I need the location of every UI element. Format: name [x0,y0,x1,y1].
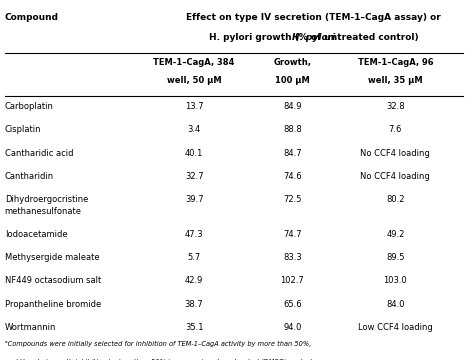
Text: 32.7: 32.7 [185,172,203,181]
Text: 35.1: 35.1 [185,323,203,332]
Text: ᵃCompounds were initially selected for inhibition of TEM-1–CagA activity by more: ᵃCompounds were initially selected for i… [5,341,311,347]
Text: 40.1: 40.1 [185,149,203,158]
Text: 89.5: 89.5 [386,253,405,262]
Text: 83.3: 83.3 [283,253,302,262]
Text: well, 35 μM: well, 35 μM [368,76,423,85]
Text: TEM-1–CagA, 96: TEM-1–CagA, 96 [357,58,433,67]
Text: No CCF4 loading: No CCF4 loading [360,172,430,181]
Text: and H. pylori growth inhibition by less than 50% in comparison to untreated (DMS: and H. pylori growth inhibition by less … [5,359,313,360]
Text: methanesulfonate: methanesulfonate [5,207,82,216]
Text: Cantharidic acid: Cantharidic acid [5,149,73,158]
Text: Dihydroergocristine: Dihydroergocristine [5,195,88,204]
Text: Methysergide maleate: Methysergide maleate [5,253,100,262]
Text: 74.7: 74.7 [283,230,302,239]
Text: 7.6: 7.6 [389,125,402,134]
Text: 32.8: 32.8 [386,102,405,111]
Text: Carboplatin: Carboplatin [5,102,54,111]
Text: Propantheline bromide: Propantheline bromide [5,300,101,309]
Text: 49.2: 49.2 [386,230,404,239]
Text: Low CCF4 loading: Low CCF4 loading [358,323,433,332]
Text: No CCF4 loading: No CCF4 loading [360,149,430,158]
Text: 88.8: 88.8 [283,125,302,134]
Text: Cisplatin: Cisplatin [5,125,41,134]
Text: Effect on type IV secretion (TEM-1–CagA assay) or: Effect on type IV secretion (TEM-1–CagA … [186,13,441,22]
Text: TEM-1–CagA, 384: TEM-1–CagA, 384 [154,58,235,67]
Text: 80.2: 80.2 [386,195,405,204]
Text: Growth,: Growth, [273,58,311,67]
Text: 84.9: 84.9 [283,102,301,111]
Text: 65.6: 65.6 [283,300,302,309]
Text: 39.7: 39.7 [185,195,203,204]
Text: 102.7: 102.7 [281,276,304,285]
Text: 42.9: 42.9 [185,276,203,285]
Text: 13.7: 13.7 [185,102,203,111]
Text: H. pylori: H. pylori [292,33,335,42]
Text: 100 μM: 100 μM [275,76,310,85]
Text: 103.0: 103.0 [383,276,407,285]
Text: well, 50 μM: well, 50 μM [167,76,221,85]
Text: 72.5: 72.5 [283,195,301,204]
Text: 84.0: 84.0 [386,300,405,309]
Text: Compound: Compound [5,13,59,22]
Text: H. pylori growth (% of untreated control): H. pylori growth (% of untreated control… [209,33,418,42]
Text: 38.7: 38.7 [185,300,203,309]
Text: Wortmannin: Wortmannin [5,323,56,332]
Text: 74.6: 74.6 [283,172,302,181]
Text: 5.7: 5.7 [188,253,201,262]
Text: 47.3: 47.3 [185,230,203,239]
Text: NF449 octasodium salt: NF449 octasodium salt [5,276,101,285]
Text: 3.4: 3.4 [188,125,201,134]
Text: 84.7: 84.7 [283,149,302,158]
Text: Iodoacetamide: Iodoacetamide [5,230,67,239]
Text: Cantharidin: Cantharidin [5,172,54,181]
Text: 94.0: 94.0 [283,323,301,332]
